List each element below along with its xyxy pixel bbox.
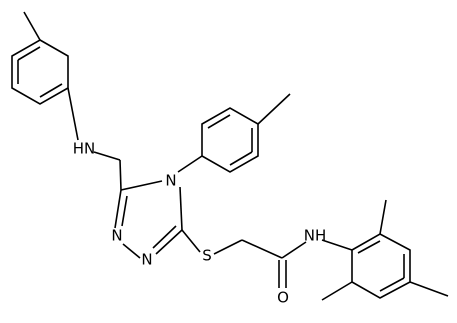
ring (11, 39, 69, 105)
bond (93, 151, 121, 161)
bond (281, 241, 307, 259)
bond (122, 243, 141, 259)
atom-label: HN (73, 140, 96, 158)
atom-label: N (165, 172, 176, 190)
bond (409, 281, 449, 297)
bond (121, 195, 128, 227)
bond (152, 225, 177, 249)
bond (39, 83, 63, 98)
bond (67, 87, 79, 141)
atom-label: NH (304, 227, 327, 245)
bond (23, 11, 41, 41)
ring (201, 107, 259, 173)
bond (321, 239, 353, 251)
bond (177, 155, 203, 173)
bond (155, 229, 183, 255)
bond (213, 239, 243, 255)
bond (241, 239, 283, 259)
bond (207, 114, 231, 129)
atom-label: S (202, 247, 212, 265)
bond (379, 277, 405, 292)
bond (257, 93, 291, 125)
bond (379, 199, 387, 235)
atom-label: N (111, 227, 122, 245)
atom-label: O (277, 289, 289, 307)
ring (351, 233, 411, 299)
bond (229, 151, 253, 166)
bond (321, 281, 353, 301)
bond (119, 159, 122, 191)
bond (17, 46, 41, 61)
bond (181, 229, 201, 253)
atom-labels: HN N N N S O NH (73, 140, 327, 307)
bond (120, 180, 163, 191)
bond (179, 186, 183, 231)
bond (114, 189, 122, 229)
bond (357, 240, 381, 254)
bonds (11, 11, 449, 301)
atom-label: N (141, 251, 152, 269)
